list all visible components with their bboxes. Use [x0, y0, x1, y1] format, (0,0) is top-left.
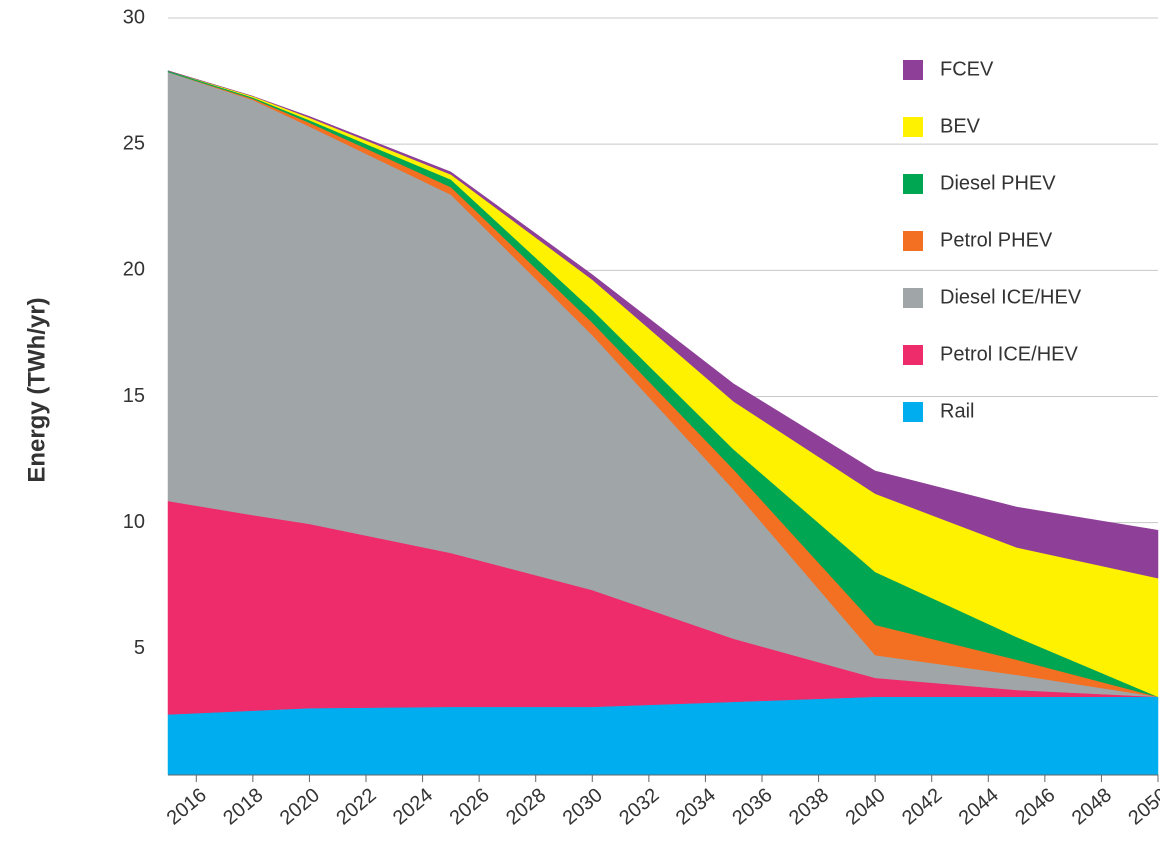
x-tick-label: 2016: [163, 784, 211, 829]
area: [167, 70, 1159, 579]
y-tick-label: 5: [134, 637, 145, 659]
y-tick-label: 25: [123, 132, 145, 154]
x-tick-label: 2018: [219, 784, 267, 829]
legend-label: Diesel PHEV: [940, 172, 1056, 194]
x-tick-label: 2030: [559, 784, 607, 829]
y-tick-label: 10: [123, 511, 145, 533]
x-tick-label: 2044: [955, 784, 1003, 829]
legend-swatch: [903, 345, 923, 365]
area: [167, 696, 1159, 776]
legend-swatch: [903, 174, 923, 194]
legend-label: Petrol PHEV: [940, 229, 1053, 251]
legend-label: Rail: [940, 400, 974, 422]
legend-label: FCEV: [940, 58, 994, 80]
y-tick-label: 15: [123, 385, 145, 407]
legend-label: Petrol ICE/HEV: [940, 343, 1078, 365]
y-tick-label: 30: [123, 6, 145, 28]
legend-label: Diesel ICE/HEV: [940, 286, 1082, 308]
legend-swatch: [903, 288, 923, 308]
y-axis-label: Energy (TWh/yr): [23, 297, 50, 482]
legend-swatch: [903, 402, 923, 422]
x-tick-label: 2040: [842, 784, 890, 829]
x-tick-label: 2028: [502, 784, 550, 829]
x-tick-label: 2038: [785, 784, 833, 829]
x-tick-label: 2036: [728, 784, 776, 829]
legend-swatch: [903, 117, 923, 137]
x-tick-label: 2048: [1068, 784, 1116, 829]
x-tick-label: 2046: [1011, 784, 1059, 829]
x-tick-label: 2032: [615, 784, 663, 829]
legend-label: BEV: [940, 115, 981, 137]
legend-swatch: [903, 60, 923, 80]
x-tick-label: 2024: [389, 784, 437, 829]
y-tick-label: 20: [123, 259, 145, 281]
x-tick-label: 2020: [276, 784, 324, 829]
x-tick-label: 2022: [332, 784, 380, 829]
x-tick-label: 2050: [1124, 784, 1160, 829]
legend-swatch: [903, 231, 923, 251]
x-tick-label: 2034: [672, 784, 720, 829]
x-tick-label: 2042: [898, 784, 946, 829]
x-tick-label: 2026: [446, 784, 494, 829]
